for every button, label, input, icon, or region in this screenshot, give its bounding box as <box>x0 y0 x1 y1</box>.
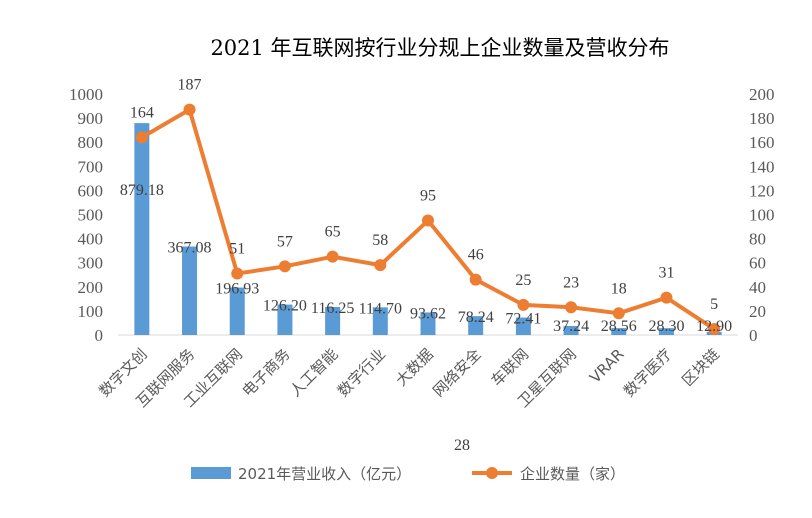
legend-line-label: 企业数量（家） <box>520 465 625 483</box>
line-point <box>422 214 434 227</box>
category-label: 人工智能 <box>286 345 341 400</box>
left-tick-label: 1000 <box>69 85 103 104</box>
bar <box>277 304 293 335</box>
bar-data-label: 72.41 <box>505 311 541 328</box>
line-series <box>135 103 721 335</box>
bar-data-label: 78.24 <box>458 309 494 326</box>
line-data-labels: 164 187 51 57 65 58 95 46 25 23 18 31 5 <box>130 77 718 313</box>
bar-data-label: 126.20 <box>263 298 307 315</box>
line-data-label: 164 <box>130 104 154 121</box>
right-tick-label: 120 <box>749 181 775 200</box>
bar-data-label: 28.56 <box>601 318 637 335</box>
category-label: 大数据 <box>392 345 437 390</box>
left-tick-label: 400 <box>78 230 104 249</box>
legend-bar-swatch <box>191 467 231 479</box>
bar-data-label: 196.93 <box>215 281 259 298</box>
bar-data-label: 879.18 <box>120 182 164 199</box>
line-point <box>469 273 482 286</box>
bar <box>563 326 579 335</box>
category-label: 网络安全 <box>429 345 484 400</box>
left-tick-label: 600 <box>78 181 104 200</box>
line-point <box>326 250 339 263</box>
bar-data-label: 28.30 <box>648 318 684 335</box>
legend-bar-label: 2021年营业收入（亿元） <box>238 465 411 483</box>
bar-data-label: 116.25 <box>311 300 354 317</box>
bar <box>229 287 245 335</box>
line-data-label: 25 <box>515 272 531 289</box>
bar <box>515 317 531 335</box>
category-label: 数字行业 <box>334 345 389 400</box>
left-tick-label: 500 <box>78 206 104 225</box>
right-tick-label: 60 <box>749 254 766 273</box>
line-data-label: 51 <box>229 241 245 258</box>
left-tick-label: 0 <box>95 326 104 345</box>
line-point <box>231 267 244 280</box>
line-point <box>278 260 291 273</box>
bar-series <box>134 123 722 336</box>
right-tick-label: 140 <box>749 157 775 176</box>
left-tick-label: 900 <box>78 109 104 128</box>
left-tick-label: 700 <box>78 157 104 176</box>
bar-data-label: 114.70 <box>359 300 402 317</box>
right-tick-label: 20 <box>749 302 766 321</box>
category-label: VRAR <box>586 345 628 387</box>
bar <box>420 312 436 335</box>
line-point <box>660 291 673 304</box>
legend-line-marker <box>486 467 498 479</box>
left-tick-label: 200 <box>78 278 104 297</box>
line-point <box>708 322 721 335</box>
bar <box>134 123 150 336</box>
bar <box>325 306 341 335</box>
legend: 2021年营业收入（亿元） 企业数量（家） <box>191 465 625 483</box>
right-tick-label: 40 <box>749 278 766 297</box>
right-tick-label: 180 <box>749 109 775 128</box>
bar-data-label: 37.24 <box>553 318 589 335</box>
right-axis: 0 20 40 60 80 100 120 140 160 180 200 <box>749 85 775 345</box>
line-data-label: 5 <box>710 296 718 313</box>
left-axis: 0 100 200 300 400 500 600 700 800 900 1000 <box>69 85 103 345</box>
left-tick-label: 800 <box>78 133 104 152</box>
category-label: 车联网 <box>488 345 533 390</box>
category-label: 区块链 <box>678 345 723 390</box>
line-data-label: 31 <box>658 265 674 282</box>
line-data-label: 57 <box>277 233 293 250</box>
bar-data-label: 93.62 <box>410 305 446 322</box>
right-tick-label: 100 <box>749 206 775 225</box>
line-data-label: 18 <box>611 280 627 297</box>
bar <box>611 328 627 335</box>
category-label: 电子商务 <box>239 345 294 400</box>
right-tick-label: 160 <box>749 133 775 152</box>
right-tick-label: 80 <box>749 230 766 249</box>
line-point <box>565 301 578 314</box>
bar <box>468 316 484 335</box>
line-data-label: 65 <box>325 224 341 241</box>
line-point <box>517 298 530 311</box>
chart-title: 2021 年互联网按行业分规上企业数量及营收分布 <box>210 36 669 60</box>
line-point <box>183 103 196 116</box>
left-tick-label: 300 <box>78 254 104 273</box>
right-tick-label: 200 <box>749 85 775 104</box>
line-data-label: 187 <box>178 77 202 94</box>
left-tick-label: 100 <box>78 302 104 321</box>
line-data-label: 46 <box>468 247 484 264</box>
bar-data-label: 367.08 <box>168 240 212 257</box>
bar <box>372 307 388 335</box>
line-data-label: 95 <box>420 188 436 205</box>
right-tick-label: 0 <box>749 326 758 345</box>
annotation-note: 28 <box>454 437 470 454</box>
category-label: 数字医疗 <box>620 345 675 400</box>
line-point <box>135 131 148 144</box>
line-data-label: 58 <box>372 232 388 249</box>
line-point <box>612 307 625 320</box>
line-point <box>374 259 387 272</box>
bar <box>658 328 674 335</box>
bar-data-label: 12.90 <box>696 318 732 335</box>
line-data-label: 23 <box>563 274 579 291</box>
bar <box>182 246 198 335</box>
